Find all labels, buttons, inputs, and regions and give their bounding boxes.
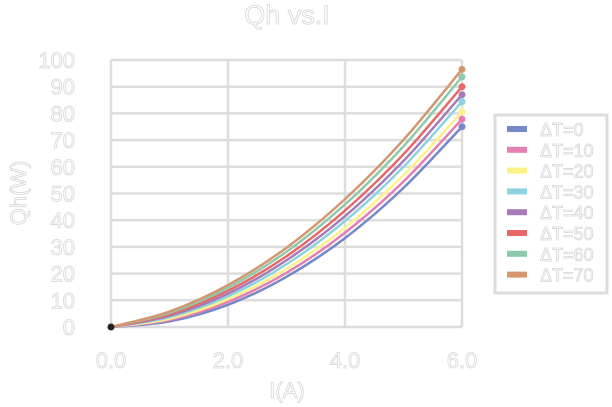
y-tick-label: 20 xyxy=(51,262,75,287)
legend-swatch xyxy=(507,146,527,153)
y-tick-label: 80 xyxy=(51,101,75,126)
series-end-marker-7 xyxy=(458,65,466,73)
grid xyxy=(109,58,464,329)
x-tick-label: 0.0 xyxy=(96,348,127,373)
series-end-marker-0 xyxy=(458,123,466,131)
y-tick-label: 30 xyxy=(51,235,75,260)
legend-swatch xyxy=(507,271,527,278)
series-lines xyxy=(110,65,466,329)
legend-label: ΔT=60 xyxy=(540,245,594,265)
series-end-marker-1 xyxy=(458,115,466,123)
legend-label: ΔT=20 xyxy=(540,162,594,182)
legend-swatch xyxy=(507,209,527,216)
origin-point xyxy=(107,323,115,331)
x-tick-labels: 0.0 2.0 4.0 6.0 xyxy=(95,348,478,374)
series-line-7 xyxy=(110,68,463,329)
series-end-marker-6 xyxy=(458,73,466,81)
series-line-3 xyxy=(110,100,463,329)
y-tick-label: 10 xyxy=(51,288,75,313)
y-tick-label: 40 xyxy=(51,208,75,233)
legend-swatch xyxy=(507,167,527,174)
legend-box xyxy=(493,113,609,295)
x-axis-label: I(A) xyxy=(269,378,304,403)
legend-swatch xyxy=(507,250,527,257)
series-end-marker-3 xyxy=(458,98,466,106)
x-tick-label: 2.0 xyxy=(213,348,244,373)
y-tick-label: 50 xyxy=(51,182,75,207)
legend-label: ΔT=70 xyxy=(540,266,594,286)
legend-label: ΔT=50 xyxy=(540,224,594,244)
series-line-2 xyxy=(110,110,463,329)
series-line-4 xyxy=(110,93,463,329)
series-line-0 xyxy=(110,125,463,329)
y-tick-label: 70 xyxy=(51,128,75,153)
series-line-1 xyxy=(110,118,463,329)
x-tick-label: 4.0 xyxy=(330,348,361,373)
legend-swatch xyxy=(507,188,527,195)
series-line-5 xyxy=(110,85,463,329)
y-tick-label: 90 xyxy=(51,75,75,100)
y-axis-label: Qh(W) xyxy=(6,161,31,226)
legend-label: ΔT=40 xyxy=(540,203,594,223)
series-line-6 xyxy=(110,76,463,329)
legend-swatch xyxy=(507,230,527,236)
series-end-marker-5 xyxy=(458,83,466,91)
legend-label: ΔT=30 xyxy=(540,182,594,202)
legend-swatch xyxy=(507,126,527,132)
series-end-marker-2 xyxy=(458,108,466,116)
legend-label: ΔT=0 xyxy=(540,120,584,140)
y-tick-label: 0 xyxy=(63,315,75,340)
series-end-marker-4 xyxy=(458,91,466,99)
legend-label: ΔT=10 xyxy=(540,141,594,161)
y-tick-label: 60 xyxy=(51,155,75,180)
y-tick-label: 100 xyxy=(38,48,75,73)
chart-title: Qh vs.I xyxy=(244,0,330,30)
x-tick-label: 6.0 xyxy=(447,348,478,373)
